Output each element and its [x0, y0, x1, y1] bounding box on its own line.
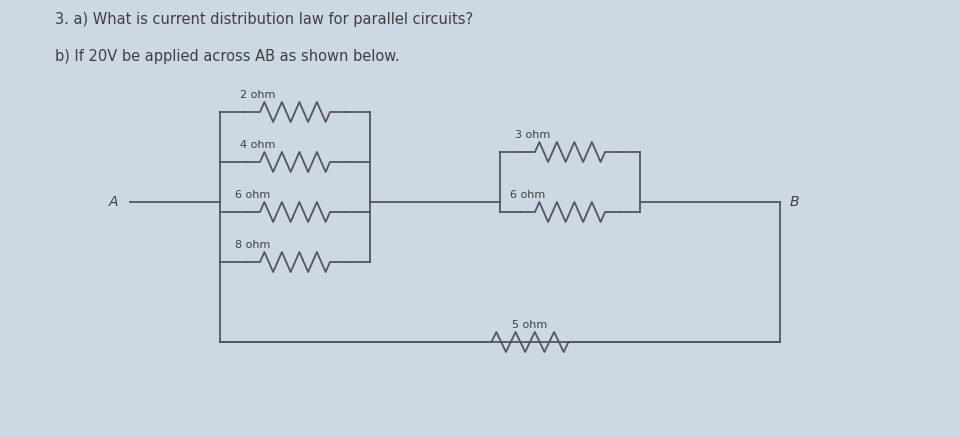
Text: 6 ohm: 6 ohm [235, 190, 271, 200]
Text: 5 ohm: 5 ohm [513, 320, 547, 330]
Text: 6 ohm: 6 ohm [510, 190, 545, 200]
Text: 3. a) What is current distribution law for parallel circuits?: 3. a) What is current distribution law f… [55, 12, 473, 27]
Text: A: A [108, 195, 118, 209]
Text: 2 ohm: 2 ohm [240, 90, 276, 100]
Text: b) If 20V be applied across AB as shown below.: b) If 20V be applied across AB as shown … [55, 49, 399, 64]
Text: 4 ohm: 4 ohm [240, 140, 276, 150]
Text: B: B [790, 195, 800, 209]
Text: 8 ohm: 8 ohm [235, 240, 271, 250]
Text: 3 ohm: 3 ohm [515, 130, 550, 140]
